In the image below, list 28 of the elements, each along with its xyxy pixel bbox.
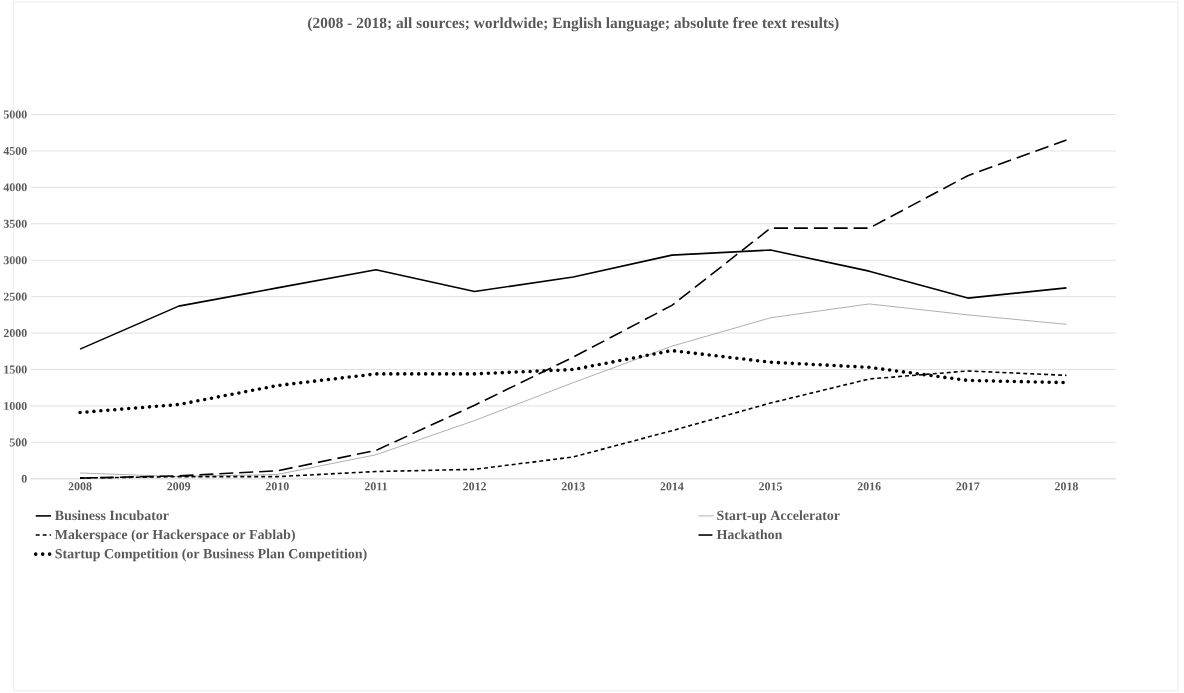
legend-label: Start-up Accelerator	[717, 510, 840, 524]
y-tick-label: 5000	[3, 110, 27, 119]
y-tick-label: 500	[9, 438, 27, 447]
chart-title: (2008 - 2018; all sources; worldwide; English language; absolute free text results)	[307, 17, 839, 32]
legend-label: Startup Competition (or Business Plan Competition)	[55, 548, 367, 562]
y-tick-label: 2500	[3, 292, 27, 301]
x-tick-label: 2017	[956, 482, 980, 491]
legend-label: Hackathon	[716, 529, 783, 540]
x-tick-label: 2012	[463, 482, 487, 491]
y-tick-label: 3500	[3, 219, 27, 228]
x-tick-label: 2014	[660, 482, 684, 491]
x-tick-label: 2018	[1055, 482, 1078, 491]
y-tick-label: 4500	[3, 146, 27, 156]
x-tick-label: 2008	[68, 482, 92, 491]
legend-label: Makerspace (or Hackerspace or Fablab)	[55, 529, 295, 543]
y-tick-label: 3000	[3, 256, 27, 265]
x-tick-label: 2010	[265, 482, 289, 491]
y-tick-label: 1000	[4, 401, 27, 411]
legend-label: Business Incubator	[55, 510, 169, 521]
x-tick-label: 2009	[167, 482, 191, 491]
x-tick-label: 2016	[857, 482, 881, 491]
y-tick-label: 1500	[4, 365, 27, 374]
y-tick-label: 2000	[3, 329, 27, 338]
x-tick-label: 2015	[759, 482, 783, 491]
x-tick-label: 2013	[561, 482, 585, 491]
y-tick-label: 0	[21, 474, 27, 483]
y-tick-label: 4000	[3, 183, 27, 192]
x-tick-label: 2011	[364, 482, 387, 491]
